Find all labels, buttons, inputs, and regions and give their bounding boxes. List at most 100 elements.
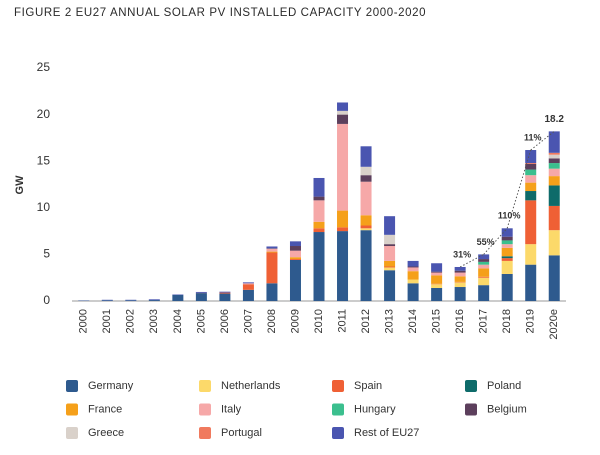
legend-swatch — [465, 380, 477, 392]
bar-segment — [478, 254, 490, 260]
bar-segment — [478, 276, 490, 278]
x-tick-label: 2001 — [101, 309, 113, 333]
legend-swatch — [465, 403, 477, 416]
bar-segment — [360, 225, 372, 229]
bar-segment — [501, 256, 513, 259]
x-tick-label: 2004 — [172, 309, 184, 333]
bar-segment — [337, 102, 349, 111]
bar-segment — [289, 257, 301, 260]
x-tick-label: 2015 — [431, 309, 443, 333]
bar-segment — [148, 299, 160, 301]
bar-segment — [525, 150, 537, 164]
y-tick-label: 25 — [37, 60, 51, 74]
bar-segment — [548, 152, 560, 155]
bar-segment — [478, 261, 490, 265]
bar-segment — [407, 271, 419, 280]
x-tick-label: 2012 — [360, 309, 372, 333]
legend-label: Portugal — [221, 427, 262, 439]
x-tick-label: 2010 — [313, 309, 325, 333]
bar-segment — [454, 276, 466, 282]
bar-segment — [478, 268, 490, 277]
bar-segment — [384, 244, 396, 247]
x-tick-label: 2007 — [242, 309, 254, 333]
bar-segment — [548, 168, 560, 177]
bar-segment — [219, 293, 231, 301]
bar-segment — [360, 146, 372, 167]
bar-segment — [431, 275, 443, 284]
bar-segment — [478, 277, 490, 286]
bar-segment — [360, 215, 372, 226]
bar-segment — [525, 163, 537, 170]
bar-segment — [501, 236, 513, 241]
x-tick-label: 2020e — [548, 309, 560, 340]
bar-segment — [501, 258, 513, 261]
growth-connector — [530, 130, 555, 151]
x-tick-label: 2017 — [478, 309, 490, 333]
bar-segment — [548, 163, 560, 169]
bar-segment — [478, 285, 490, 301]
bar-segment — [478, 259, 490, 262]
annotation: 11% — [524, 132, 542, 142]
legend-label: Netherlands — [221, 380, 281, 392]
y-tick-label: 20 — [37, 107, 51, 121]
legend-label: Germany — [88, 380, 134, 392]
x-tick-label: 2011 — [336, 309, 348, 333]
y-tick-label: 5 — [43, 247, 50, 261]
chart-title: FIGURE 2 EU27 ANNUAL SOLAR PV INSTALLED … — [14, 7, 426, 19]
growth-connector — [459, 253, 484, 268]
bar-segment — [454, 282, 466, 288]
legend-label: Spain — [354, 380, 382, 392]
bar-segment — [384, 260, 396, 267]
bar-segment — [313, 196, 325, 201]
legend-label: Greece — [88, 427, 124, 439]
bar-segment — [360, 166, 372, 176]
bar-segment — [313, 177, 325, 197]
bar-segment — [431, 272, 443, 276]
bar-segment — [525, 200, 537, 245]
bar-segment — [337, 123, 349, 211]
bar-segment — [454, 287, 466, 301]
bar-segment — [289, 241, 301, 247]
bar-segment — [431, 284, 443, 288]
bar-segment — [384, 246, 396, 261]
bar-segment — [266, 248, 278, 252]
bar-segment — [360, 181, 372, 216]
bar-segment — [242, 289, 254, 301]
bar-segment — [337, 110, 349, 115]
x-tick-label: 2016 — [454, 309, 466, 333]
bar-segment — [242, 283, 254, 285]
bar-segment — [501, 260, 513, 274]
y-axis-title: GW — [14, 175, 26, 195]
bar-segment — [548, 176, 560, 186]
x-tick-label: 2003 — [148, 309, 160, 333]
annotation: 110% — [498, 211, 521, 221]
bar-segment — [384, 267, 396, 271]
bar-segment — [242, 282, 254, 284]
y-tick-label: 15 — [37, 153, 51, 167]
annotation: 31% — [453, 249, 471, 259]
bar-segment — [219, 292, 231, 294]
bar-segment — [289, 259, 301, 260]
legend-label: Rest of EU27 — [354, 427, 419, 439]
legend-swatch — [332, 427, 344, 439]
bar-segment — [501, 228, 513, 237]
legend-swatch — [199, 427, 211, 439]
legend-label: Poland — [487, 380, 521, 392]
legend-swatch — [66, 403, 78, 416]
bar-segment — [337, 114, 349, 124]
bar-segment — [501, 240, 513, 245]
annotation: 55% — [477, 237, 495, 247]
bar-segment — [266, 283, 278, 301]
legend-swatch — [199, 403, 211, 416]
bar-segment — [431, 263, 443, 272]
y-tick-label: 10 — [37, 200, 51, 214]
bar-segment — [454, 272, 466, 277]
legend-swatch — [199, 380, 211, 392]
bar-segment — [360, 228, 372, 231]
bar-segment — [407, 266, 419, 268]
x-tick-label: 2000 — [78, 309, 90, 333]
bar-segment — [525, 175, 537, 183]
bar-segment — [148, 300, 160, 301]
x-tick-label: 2019 — [525, 309, 537, 333]
bar-segment — [360, 230, 372, 301]
